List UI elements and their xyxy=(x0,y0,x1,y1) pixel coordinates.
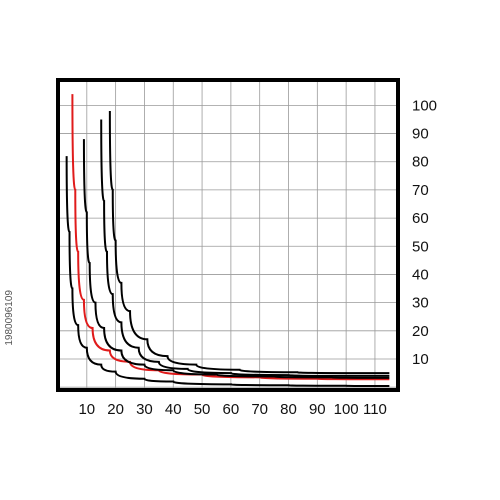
x-tick-label: 80 xyxy=(280,401,297,418)
x-tick-label: 100 xyxy=(334,401,359,418)
x-tick-label: 40 xyxy=(165,401,182,418)
x-tick-label: 20 xyxy=(107,401,124,418)
x-tick-label: 90 xyxy=(309,401,326,418)
x-tick-label: 30 xyxy=(136,401,153,418)
y-axis-ticks: 10 20 30 40 50 60 70 80 90 100 xyxy=(412,97,437,368)
series-lines xyxy=(65,94,390,388)
series-line-1 xyxy=(65,156,390,388)
y-tick-label: 80 xyxy=(412,154,429,171)
series-line-4 xyxy=(100,119,390,377)
watermark-id: 1980096109 xyxy=(4,290,15,346)
series-line-2 xyxy=(71,94,390,381)
x-tick-label: 110 xyxy=(363,401,387,418)
y-tick-label: 50 xyxy=(412,238,429,255)
y-tick-label: 30 xyxy=(412,295,429,312)
series-line-5 xyxy=(108,110,390,375)
y-tick-label: 100 xyxy=(412,97,437,114)
x-tick-label: 70 xyxy=(251,401,268,418)
x-tick-label: 10 xyxy=(78,401,95,418)
y-tick-label: 10 xyxy=(412,351,429,368)
x-tick-label: 60 xyxy=(223,401,240,418)
y-tick-label: 70 xyxy=(412,182,429,199)
y-tick-label: 90 xyxy=(412,126,429,143)
y-tick-label: 60 xyxy=(412,210,429,227)
grid xyxy=(58,80,398,390)
plot-frame xyxy=(56,78,400,392)
y-tick-label: 20 xyxy=(412,323,429,340)
x-tick-label: 50 xyxy=(194,401,211,418)
y-tick-label: 40 xyxy=(412,266,429,283)
series-line-3 xyxy=(82,139,390,379)
x-axis-ticks: 10 20 30 40 50 60 70 80 90 100 110 xyxy=(78,401,386,418)
